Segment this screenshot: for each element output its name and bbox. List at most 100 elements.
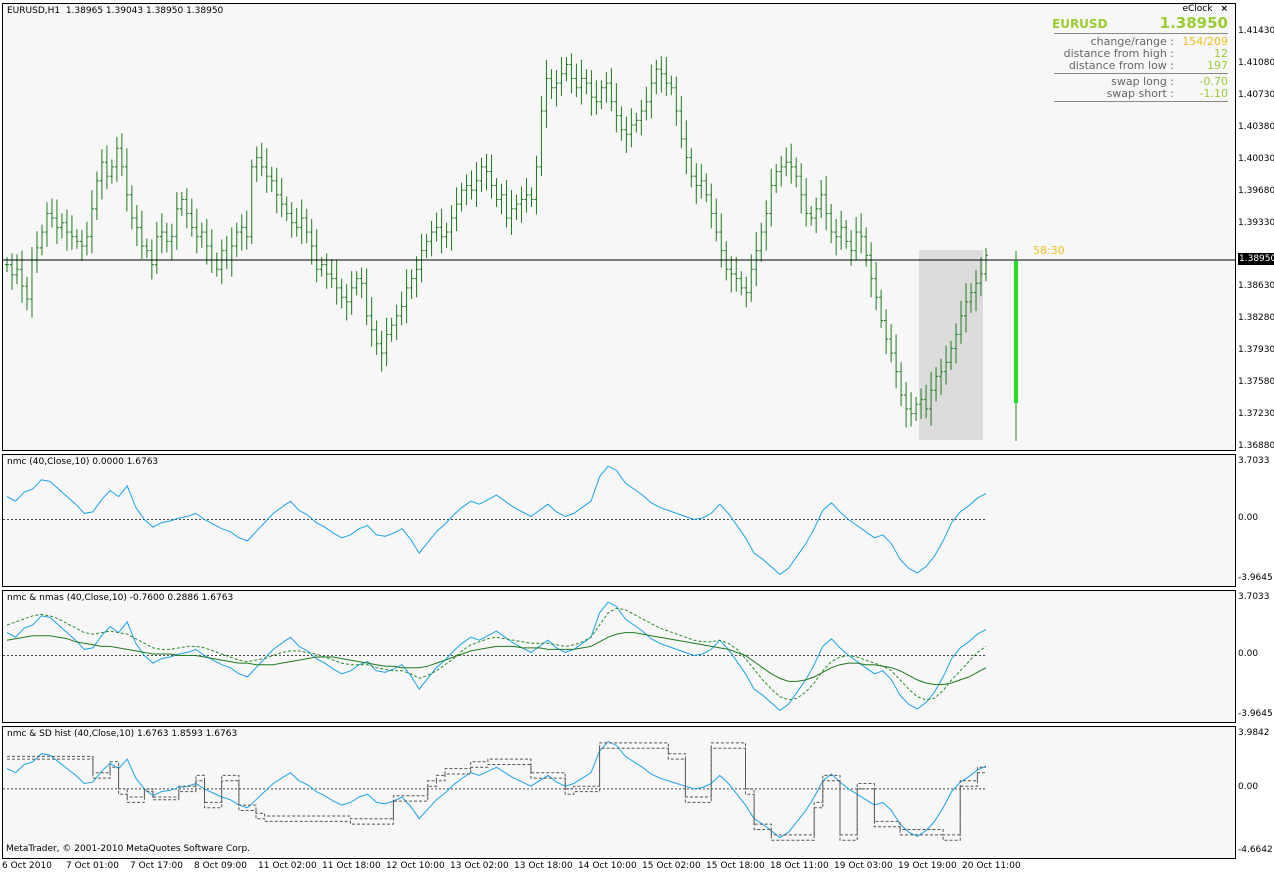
future-bar-body bbox=[1014, 261, 1018, 403]
price-tick-label: 1.40380 bbox=[1238, 122, 1274, 132]
candle bbox=[359, 267, 364, 299]
price-chart-pane[interactable]: EURUSD,H1 1.38965 1.39043 1.38950 1.3895… bbox=[2, 3, 1236, 451]
candle bbox=[119, 133, 124, 177]
candle bbox=[324, 253, 329, 289]
candle bbox=[179, 192, 184, 217]
price-tick-label: 1.40030 bbox=[1238, 154, 1274, 164]
candle bbox=[874, 261, 879, 311]
candle bbox=[114, 137, 119, 182]
candle bbox=[524, 178, 529, 213]
candle bbox=[979, 257, 984, 297]
eclock-row: swap short : -1.10 bbox=[1052, 88, 1228, 100]
candle bbox=[529, 187, 534, 207]
nmc-nmas-pane-svg bbox=[3, 601, 987, 712]
candle bbox=[199, 222, 204, 248]
candle bbox=[154, 221, 159, 274]
candle bbox=[619, 106, 624, 141]
candle bbox=[674, 76, 679, 126]
candle bbox=[969, 283, 974, 314]
candle bbox=[269, 166, 274, 193]
candle bbox=[189, 198, 194, 237]
candle bbox=[204, 219, 209, 265]
eclock-row: change/range : 154/209 bbox=[1052, 36, 1228, 48]
candle bbox=[159, 213, 164, 254]
candle bbox=[434, 212, 439, 242]
candle bbox=[394, 304, 399, 341]
candle bbox=[369, 297, 374, 347]
candle bbox=[554, 70, 559, 107]
candle bbox=[604, 71, 609, 103]
candle bbox=[924, 384, 929, 419]
nmc-nmas-pane[interactable]: nmc & nmas (40,Close,10) -0.7600 0.2886 … bbox=[2, 590, 1236, 723]
candle bbox=[374, 320, 379, 355]
candle bbox=[839, 210, 844, 250]
candle bbox=[779, 155, 784, 187]
candle bbox=[229, 227, 234, 277]
time-axis-label: 8 Oct 09:00 bbox=[194, 861, 247, 871]
candle bbox=[64, 209, 69, 251]
candle bbox=[259, 142, 264, 177]
candle bbox=[584, 69, 589, 95]
candle bbox=[569, 53, 574, 94]
time-axis-label: 7 Oct 17:00 bbox=[130, 861, 183, 871]
current-price-tag: 1.38950 bbox=[1238, 253, 1274, 265]
eclock-price: 1.38950 bbox=[1159, 14, 1228, 32]
candle bbox=[609, 68, 614, 112]
candle bbox=[194, 208, 199, 254]
candle bbox=[499, 183, 504, 215]
candle bbox=[404, 269, 409, 324]
nmc-nmas-pane-label: nmc & nmas (40,Close,10) -0.7600 0.2886 … bbox=[7, 593, 234, 603]
candle bbox=[354, 271, 359, 296]
nmc-sd-pane-svg bbox=[3, 740, 987, 841]
eclock-panel: eClock × EURUSD 1.38950 change/range : 15… bbox=[1052, 4, 1228, 104]
candle bbox=[789, 143, 794, 184]
candle bbox=[504, 179, 509, 228]
candle bbox=[489, 154, 494, 199]
divider bbox=[1054, 33, 1228, 34]
candle bbox=[589, 70, 594, 116]
candle bbox=[214, 252, 219, 277]
nmc-sd-pane-label: nmc & SD hist (40,Close,10) 1.6763 1.859… bbox=[7, 729, 238, 739]
candle bbox=[139, 210, 144, 260]
price-tick-label: 1.39680 bbox=[1238, 186, 1274, 196]
candle bbox=[634, 112, 639, 133]
candle bbox=[364, 268, 369, 326]
eclock-row-value: -0.70 bbox=[1199, 75, 1228, 88]
nmc-pane[interactable]: nmc (40,Close,10) 0.0000 1.6763 bbox=[2, 454, 1236, 587]
candle bbox=[349, 271, 354, 315]
candle bbox=[804, 178, 809, 227]
candle bbox=[659, 56, 664, 93]
nmc-sd-pane[interactable]: nmc & SD hist (40,Close,10) 1.6763 1.859… bbox=[2, 726, 1236, 859]
candle bbox=[389, 317, 394, 342]
candle bbox=[474, 162, 479, 207]
candle bbox=[89, 190, 94, 254]
candle bbox=[14, 254, 19, 285]
eclock-row-label: distance from low : bbox=[1068, 59, 1174, 72]
candle bbox=[459, 182, 464, 212]
candle bbox=[249, 159, 254, 245]
candle bbox=[534, 155, 539, 215]
close-icon[interactable]: × bbox=[1220, 4, 1228, 14]
candle bbox=[884, 309, 889, 354]
candle bbox=[449, 205, 454, 251]
indicator-tick-label: -3.9645 bbox=[1238, 709, 1273, 719]
price-chart-svg bbox=[3, 53, 1235, 441]
candle bbox=[5, 257, 9, 273]
candle bbox=[59, 213, 64, 239]
candle bbox=[74, 229, 79, 249]
candle bbox=[19, 250, 24, 303]
candle bbox=[929, 371, 934, 426]
time-axis-label: 7 Oct 01:00 bbox=[66, 861, 119, 871]
candle bbox=[424, 233, 429, 259]
candle bbox=[614, 83, 619, 133]
candle bbox=[684, 120, 689, 175]
candle bbox=[864, 227, 869, 267]
indicator-tick-label: -3.9645 bbox=[1238, 573, 1273, 583]
candle bbox=[599, 80, 604, 110]
eclock-row: distance from low : 197 bbox=[1052, 60, 1228, 72]
candle bbox=[439, 208, 444, 254]
candle bbox=[754, 232, 759, 287]
candle bbox=[859, 213, 864, 254]
copyright-text: MetaTrader, © 2001-2010 MetaQuotes Softw… bbox=[6, 844, 251, 854]
candle bbox=[799, 163, 804, 214]
